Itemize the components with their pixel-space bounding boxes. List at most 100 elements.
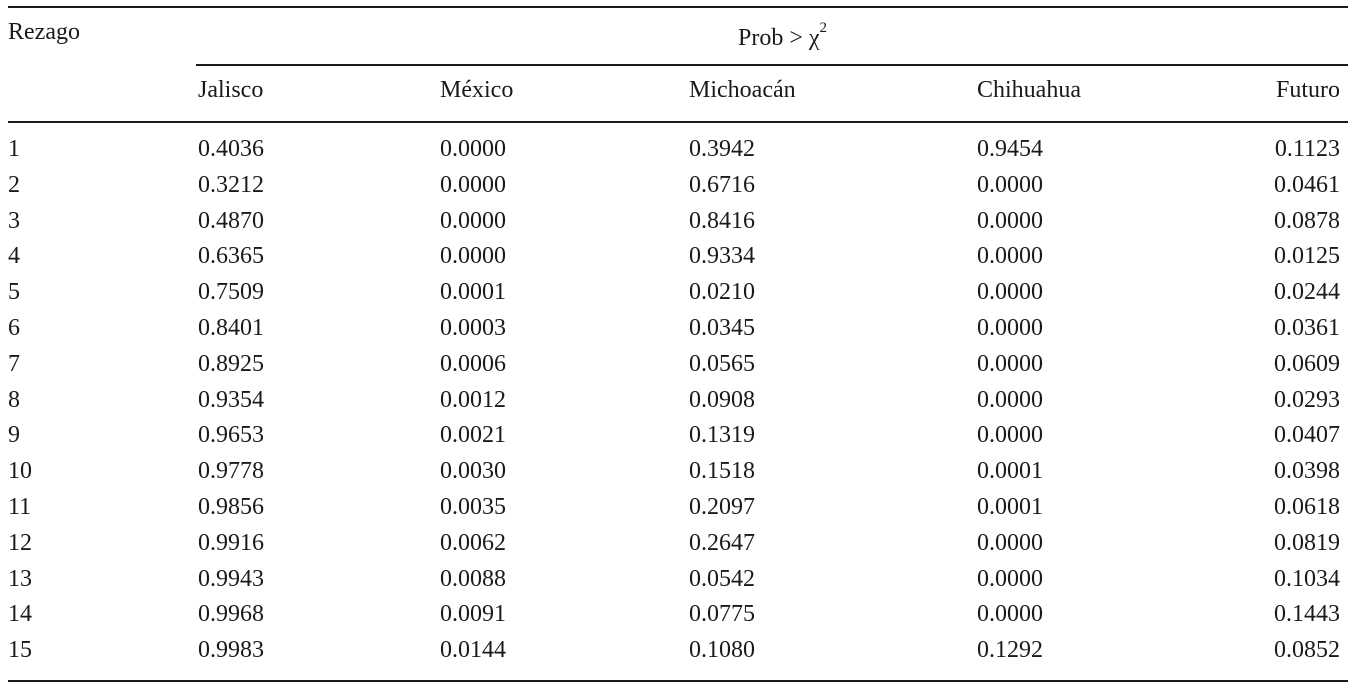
table-row: 11 0.9856 0.0035 0.2097 0.0001 0.0618	[0, 489, 1356, 525]
cell-michoacan: 0.0542	[689, 565, 755, 592]
cell-mexico: 0.0088	[440, 565, 506, 592]
cell-jalisco: 0.4036	[198, 136, 264, 162]
cell-futuro: 0.0293	[1274, 386, 1340, 413]
table-row: 4 0.6365 0.0000 0.9334 0.0000 0.0125	[0, 238, 1356, 274]
header-rule	[8, 121, 1348, 123]
cell-lag: 4	[8, 243, 20, 270]
cell-michoacan: 0.1080	[689, 637, 755, 664]
cell-chihuahua: 0.0000	[977, 565, 1043, 592]
cell-lag: 8	[8, 386, 20, 413]
table-row: 10 0.9778 0.0030 0.1518 0.0001 0.0398	[0, 453, 1356, 489]
cell-jalisco: 0.9943	[198, 565, 264, 592]
cell-michoacan: 0.9334	[689, 243, 755, 270]
spanner-header: Prob > χ2	[738, 14, 827, 56]
column-header-michoacan: Michoacán	[689, 77, 796, 103]
cell-jalisco: 0.4870	[198, 207, 264, 234]
cell-jalisco: 0.7509	[198, 279, 264, 306]
cell-lag: 1	[8, 136, 20, 162]
column-header-futuro: Futuro	[1275, 77, 1340, 103]
cell-futuro: 0.0609	[1274, 350, 1340, 377]
cell-futuro: 0.1443	[1274, 601, 1340, 628]
cell-chihuahua: 0.0000	[977, 243, 1043, 270]
cell-jalisco: 0.3212	[198, 171, 264, 198]
cell-futuro: 0.0852	[1274, 637, 1340, 664]
cell-lag: 2	[8, 171, 20, 198]
cell-mexico: 0.0021	[440, 422, 506, 449]
cell-jalisco: 0.8401	[198, 315, 264, 341]
cell-jalisco: 0.9983	[198, 637, 264, 664]
cell-chihuahua: 0.0001	[977, 458, 1043, 485]
cell-chihuahua: 0.0000	[977, 386, 1043, 413]
cell-futuro: 0.1123	[1274, 136, 1340, 162]
table-row: 1 0.4036 0.0000 0.3942 0.9454 0.1123	[0, 131, 1356, 167]
cell-mexico: 0.0006	[440, 350, 506, 377]
cell-lag: 13	[8, 565, 32, 592]
table-row: 15 0.9983 0.0144 0.1080 0.1292 0.0852	[0, 632, 1356, 668]
column-header-jalisco: Jalisco	[198, 77, 264, 103]
column-header-mexico: México	[440, 77, 514, 103]
cell-jalisco: 0.9778	[198, 458, 264, 485]
table-row: 5 0.7509 0.0001 0.0210 0.0000 0.0244	[0, 274, 1356, 310]
cell-mexico: 0.0091	[440, 601, 506, 628]
cell-lag: 15	[8, 637, 32, 664]
cell-futuro: 0.1034	[1274, 565, 1340, 592]
cell-chihuahua: 0.0000	[977, 350, 1043, 377]
table-row: 9 0.9653 0.0021 0.1319 0.0000 0.0407	[0, 417, 1356, 453]
cell-michoacan: 0.1319	[689, 422, 755, 449]
cell-mexico: 0.0012	[440, 386, 506, 413]
cell-chihuahua: 0.1292	[977, 637, 1043, 664]
cell-mexico: 0.0062	[440, 529, 506, 556]
cell-jalisco: 0.9968	[198, 601, 264, 628]
cell-futuro: 0.0407	[1274, 422, 1340, 449]
cell-mexico: 0.0001	[440, 279, 506, 306]
cell-lag: 11	[8, 494, 32, 520]
cell-jalisco: 0.9653	[198, 422, 264, 449]
cell-futuro: 0.0244	[1274, 279, 1340, 306]
cell-chihuahua: 0.9454	[977, 136, 1043, 162]
cell-chihuahua: 0.0000	[977, 171, 1043, 198]
stub-header: Rezago	[8, 19, 80, 45]
table-row: 8 0.9354 0.0012 0.0908 0.0000 0.0293	[0, 382, 1356, 418]
table-row: 3 0.4870 0.0000 0.8416 0.0000 0.0878	[0, 203, 1356, 239]
cell-chihuahua: 0.0001	[977, 494, 1043, 520]
spanner-rule	[196, 64, 1348, 66]
table-row: 7 0.8925 0.0006 0.0565 0.0000 0.0609	[0, 346, 1356, 382]
cell-futuro: 0.0819	[1274, 529, 1340, 556]
cell-lag: 9	[8, 422, 20, 449]
cell-michoacan: 0.0345	[689, 315, 755, 341]
cell-chihuahua: 0.0000	[977, 207, 1043, 234]
spanner-superscript: 2	[819, 20, 828, 36]
table-bottom-rule	[8, 680, 1348, 682]
cell-michoacan: 0.6716	[689, 171, 755, 198]
cell-mexico: 0.0144	[440, 637, 506, 664]
cell-futuro: 0.0398	[1274, 458, 1340, 485]
spanner-text: Prob > χ	[738, 25, 820, 51]
table-row: 12 0.9916 0.0062 0.2647 0.0000 0.0819	[0, 525, 1356, 561]
cell-lag: 10	[8, 458, 32, 485]
cell-mexico: 0.0035	[440, 494, 506, 520]
cell-michoacan: 0.0565	[689, 350, 755, 377]
cell-chihuahua: 0.0000	[977, 315, 1043, 341]
table-top-rule	[8, 6, 1348, 8]
cell-mexico: 0.0030	[440, 458, 506, 485]
cell-mexico: 0.0000	[440, 207, 506, 234]
cell-futuro: 0.0125	[1274, 243, 1340, 270]
cell-futuro: 0.0361	[1274, 315, 1340, 341]
cell-jalisco: 0.8925	[198, 350, 264, 377]
cell-chihuahua: 0.0000	[977, 422, 1043, 449]
cell-lag: 14	[8, 601, 32, 628]
cell-mexico: 0.0000	[440, 171, 506, 198]
table-row: 6 0.8401 0.0003 0.0345 0.0000 0.0361	[0, 310, 1356, 346]
cell-michoacan: 0.1518	[689, 458, 755, 485]
cell-chihuahua: 0.0000	[977, 279, 1043, 306]
column-header-chihuahua: Chihuahua	[977, 77, 1081, 103]
cell-michoacan: 0.2097	[689, 494, 755, 520]
table-row: 13 0.9943 0.0088 0.0542 0.0000 0.1034	[0, 561, 1356, 597]
cell-jalisco: 0.9354	[198, 386, 264, 413]
cell-futuro: 0.0618	[1274, 494, 1340, 520]
cell-michoacan: 0.3942	[689, 136, 755, 162]
cell-futuro: 0.0878	[1274, 207, 1340, 234]
cell-jalisco: 0.9916	[198, 529, 264, 556]
cell-lag: 12	[8, 529, 32, 556]
